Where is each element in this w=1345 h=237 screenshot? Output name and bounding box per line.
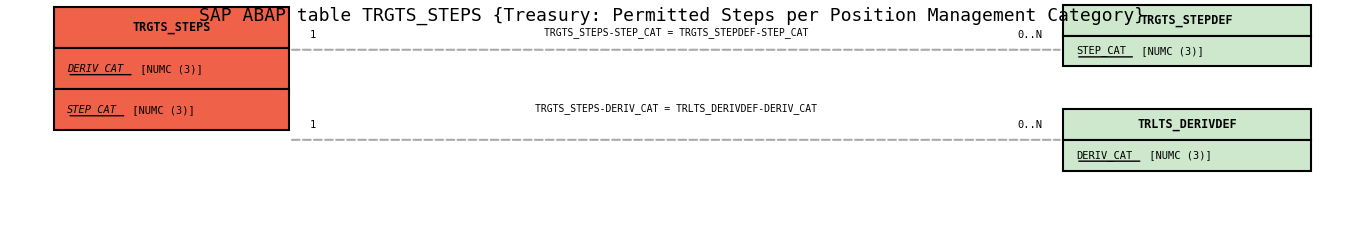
Text: [NUMC (3)]: [NUMC (3)] [134,64,203,74]
Text: [NUMC (3)]: [NUMC (3)] [126,105,195,115]
FancyBboxPatch shape [1063,109,1311,140]
FancyBboxPatch shape [1063,140,1311,171]
FancyBboxPatch shape [54,48,289,89]
Text: SAP ABAP table TRGTS_STEPS {Treasury: Permitted Steps per Position Management Ca: SAP ABAP table TRGTS_STEPS {Treasury: Pe… [199,7,1146,25]
Text: 0..N: 0..N [1017,30,1042,40]
Text: 1: 1 [309,30,316,40]
Text: STEP_CAT: STEP_CAT [67,104,117,115]
Text: DERIV_CAT: DERIV_CAT [67,63,124,74]
Text: 1: 1 [309,120,316,130]
Text: TRGTS_STEPS-DERIV_CAT = TRLTS_DERIVDEF-DERIV_CAT: TRGTS_STEPS-DERIV_CAT = TRLTS_DERIVDEF-D… [535,103,816,114]
Text: TRGTS_STEPS: TRGTS_STEPS [132,21,211,34]
Text: TRLTS_DERIVDEF: TRLTS_DERIVDEF [1137,118,1237,131]
FancyBboxPatch shape [54,89,289,130]
FancyBboxPatch shape [1063,5,1311,36]
Text: [NUMC (3)]: [NUMC (3)] [1143,150,1212,160]
FancyBboxPatch shape [54,7,289,48]
Text: TRGTS_STEPDEF: TRGTS_STEPDEF [1141,14,1233,27]
Text: TRGTS_STEPS-STEP_CAT = TRGTS_STEPDEF-STEP_CAT: TRGTS_STEPS-STEP_CAT = TRGTS_STEPDEF-STE… [543,27,808,38]
FancyBboxPatch shape [1063,36,1311,66]
Text: [NUMC (3)]: [NUMC (3)] [1135,46,1204,56]
Text: STEP_CAT: STEP_CAT [1076,46,1126,56]
Text: 0..N: 0..N [1017,120,1042,130]
Text: DERIV_CAT: DERIV_CAT [1076,150,1132,161]
